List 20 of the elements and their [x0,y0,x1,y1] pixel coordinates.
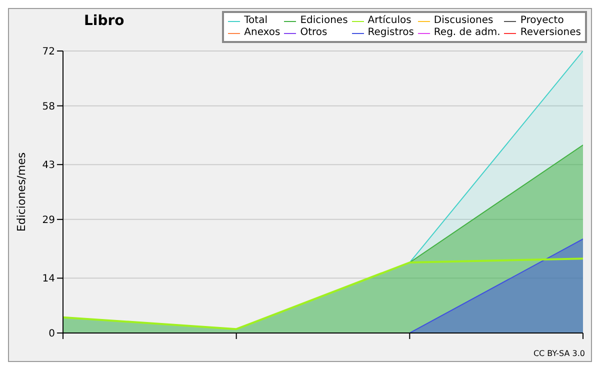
legend-label: Registros [368,27,414,39]
legend-label: Reg. de adm. [434,27,500,39]
y-tick-label: 0 [48,328,55,340]
legend-label: Discusiones [434,15,494,27]
legend-label: Proyecto [520,15,564,27]
legend-label: Anexos [244,27,280,39]
legend-label: Ediciones [300,15,348,27]
chart-title: Libro [84,13,124,29]
legend-label: Total [244,15,268,27]
y-tick-label: 43 [42,160,55,172]
legend-label: Reversiones [520,27,581,39]
legend-label: Otros [300,27,328,39]
y-tick-label: 29 [42,214,55,226]
text: CC BY-SA 3.0 [533,349,585,358]
y-axis-title: Ediciones/mes [14,152,28,232]
y-tick-label: 72 [42,46,55,58]
line-series [63,258,583,330]
y-tick-label: 58 [42,101,55,112]
y-tick-label: 14 [42,274,55,285]
legend-label: Artículos [368,15,412,27]
